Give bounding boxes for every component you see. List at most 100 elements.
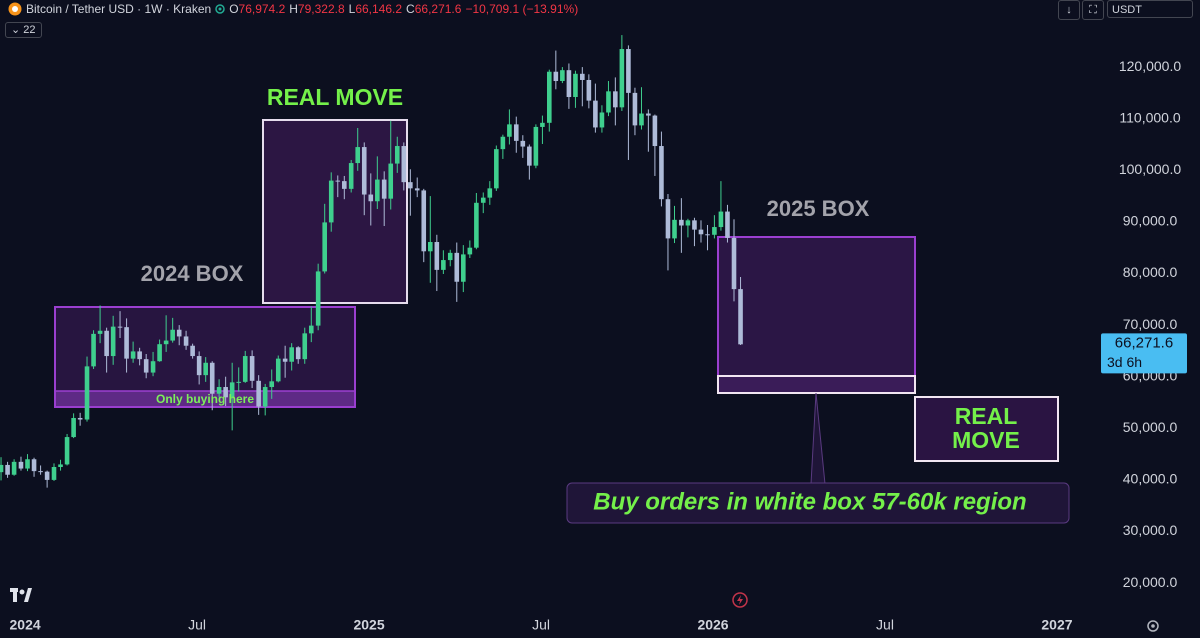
ohlc: H79,322.8: [289, 2, 344, 16]
candle-body: [659, 146, 664, 200]
y-tick-label: 110,000.0: [1119, 109, 1180, 125]
candle-body: [467, 247, 473, 255]
candle-body: [527, 146, 532, 166]
y-tick-label: 40,000.0: [1123, 471, 1178, 487]
candle-body: [58, 464, 63, 467]
candle-body: [289, 347, 294, 362]
candle-body: [566, 70, 572, 98]
candle-body: [51, 466, 57, 480]
candle-body: [705, 234, 710, 236]
callout-text: Buy orders in white box 57-60k region: [593, 488, 1026, 515]
candle-body: [183, 336, 189, 346]
callout-pointer: [810, 392, 826, 485]
candle-body: [421, 190, 427, 252]
x-tick-label: Jul: [876, 617, 894, 633]
candle-body: [38, 471, 43, 473]
ohlc: C66,271.6: [406, 2, 461, 16]
candle-body: [698, 229, 704, 235]
candle-body: [203, 362, 208, 376]
lightning-icon[interactable]: [732, 592, 748, 608]
ohlc-label: L: [348, 2, 356, 16]
annotation-text: REAL: [955, 403, 1018, 429]
candle-body: [163, 340, 169, 345]
candle-body: [308, 325, 314, 334]
x-tick-label: Jul: [532, 617, 550, 633]
candle-body: [361, 147, 367, 195]
last-price-box: [1101, 333, 1187, 374]
settings-icon[interactable]: [1147, 620, 1159, 632]
candle-body: [606, 91, 611, 113]
y-tick-label: 50,000.0: [1123, 419, 1178, 435]
candle-body: [652, 115, 658, 147]
x-tick-label: 2026: [697, 617, 728, 633]
candle-body: [540, 122, 545, 127]
candle-body: [507, 124, 512, 137]
candle-body: [500, 136, 506, 150]
candle-body: [533, 126, 539, 166]
candle-body: [97, 330, 103, 334]
candle-body: [441, 260, 446, 270]
candle-body: [262, 387, 268, 407]
candle-body: [256, 380, 261, 407]
candle-body: [718, 211, 724, 228]
candle-body: [104, 330, 109, 357]
candle-body: [130, 351, 136, 359]
fullscreen-button[interactable]: ⛶: [1082, 0, 1104, 20]
legend-header: Bitcoin / Tether USD · 1W · Kraken O76,9…: [8, 2, 578, 16]
candle-body: [646, 113, 651, 116]
candle-body: [124, 327, 129, 359]
candle-body: [223, 387, 228, 398]
candle-body: [11, 461, 17, 475]
currency-select[interactable]: USDT: [1107, 0, 1193, 18]
ohlc-label: O: [229, 2, 239, 16]
indicator-toggle[interactable]: ⌄ 22: [5, 22, 42, 38]
x-tick-label: 2024: [10, 617, 41, 633]
candle-body: [573, 73, 578, 98]
candle-body: [275, 358, 281, 382]
candle-body: [84, 366, 90, 420]
buy-band-2024: [54, 390, 356, 408]
ohlc-label: H: [289, 2, 298, 16]
x-tick-label: Jul: [188, 617, 206, 633]
tv-logo: [10, 588, 32, 602]
scroll-button[interactable]: ↓: [1058, 0, 1080, 20]
candle-body: [381, 179, 387, 199]
currency: USDT: [1112, 4, 1142, 16]
candle-body: [685, 220, 691, 226]
ohlc: L66,146.2: [349, 2, 402, 16]
candle-body: [672, 219, 677, 239]
candle-body: [619, 49, 625, 108]
x-tick-label: 2025: [353, 617, 384, 633]
change: −10,709.1 (−13.91%): [465, 2, 579, 16]
candle-body: [427, 242, 433, 252]
candle-body: [401, 146, 407, 183]
candle-body: [487, 188, 493, 198]
ohlc: O76,974.2: [229, 2, 285, 16]
y-tick-label: 120,000.0: [1119, 58, 1181, 74]
ohlc-value: 66,146.2: [355, 2, 403, 16]
candle-body: [282, 358, 288, 362]
candle-body: [5, 464, 10, 475]
x-tick-label: 2027: [1041, 617, 1072, 633]
candle-body: [665, 199, 671, 239]
candle-body: [190, 345, 195, 357]
candle-body: [368, 194, 374, 202]
candle-body: [328, 180, 334, 223]
candle-body: [236, 381, 242, 383]
candle-body: [599, 112, 605, 128]
annotation-text: Only buying here: [156, 392, 254, 406]
candle-body: [679, 219, 684, 226]
status-dot: [215, 4, 225, 14]
countdown: 3d 6h: [1107, 354, 1142, 370]
callout-box: [566, 482, 1070, 524]
candle-body: [209, 362, 215, 394]
candle-body: [474, 202, 479, 248]
candle-body: [586, 79, 592, 101]
candle-body: [64, 437, 70, 465]
y-tick-label: 90,000.0: [1123, 213, 1178, 229]
y-tick-label: 30,000.0: [1123, 522, 1178, 538]
candle-body: [461, 254, 466, 282]
real-move-box: [262, 119, 408, 304]
